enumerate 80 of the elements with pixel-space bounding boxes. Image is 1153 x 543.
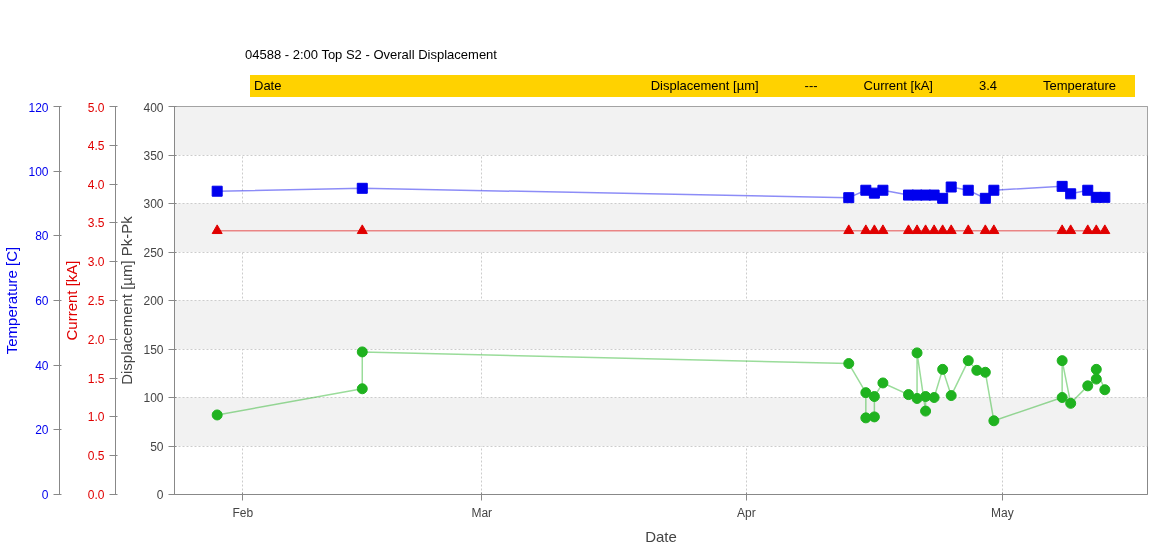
point — [945, 181, 957, 193]
y3-axis-title: Current [kA] — [863, 76, 933, 95]
point — [868, 391, 880, 403]
point — [937, 192, 949, 204]
point — [211, 409, 223, 421]
point — [937, 364, 949, 375]
text: Displacement [µm] — [650, 76, 759, 95]
point — [860, 387, 872, 399]
y-axis-title: Displacement [µm] Pk-Pk — [118, 215, 136, 385]
point — [1065, 397, 1077, 409]
point — [356, 383, 368, 395]
y-tick-label: 300 — [143, 197, 164, 212]
point — [356, 182, 368, 194]
y2-tick-label: 20 — [35, 423, 49, 438]
y3-tick-label: 2.5 — [87, 294, 105, 309]
y-tick-label: 150 — [143, 342, 164, 357]
y-tick-label: 100 — [143, 391, 164, 406]
y2-tick-label: 40 — [35, 358, 49, 373]
point — [1082, 380, 1094, 392]
point — [962, 355, 974, 367]
y3-tick-label: 3.5 — [87, 216, 105, 231]
point — [877, 184, 889, 196]
y3-tick-label: 4.5 — [87, 138, 105, 153]
point — [945, 390, 957, 402]
point — [868, 411, 880, 423]
y3-tick-label: 5.0 — [87, 100, 105, 115]
point — [928, 392, 940, 404]
y3-tick-label: 4.0 — [87, 177, 105, 192]
x-tick-label: Mar — [471, 505, 493, 520]
point — [1090, 364, 1102, 375]
point — [988, 184, 1000, 196]
point — [1065, 188, 1077, 200]
y3-tick-label: 1.5 — [87, 371, 105, 386]
y3-tick-label: 0.0 — [87, 488, 105, 503]
text: --- — [804, 76, 818, 95]
point — [1056, 355, 1068, 367]
text: Current [kA] — [62, 260, 80, 341]
point — [1056, 392, 1068, 404]
point — [1090, 373, 1102, 385]
x-tick-label: Apr — [737, 505, 756, 520]
point — [1082, 184, 1094, 196]
y2-tick-label: 100 — [28, 164, 49, 179]
chart-title: 04588 - 2:00 Top S2 - Overall Displacement — [245, 46, 497, 64]
y3-tick-label: 2.0 — [87, 332, 105, 347]
text: 3.4 — [978, 76, 998, 95]
y-tick-label: 0 — [156, 488, 164, 503]
point — [903, 389, 915, 401]
point — [211, 185, 223, 197]
point — [356, 346, 368, 358]
y-tick-label: 350 — [143, 148, 164, 163]
point — [962, 184, 974, 196]
point — [911, 393, 923, 405]
x-tick-label: Feb — [232, 505, 254, 520]
point — [843, 358, 855, 370]
point — [979, 192, 991, 204]
x-tick-label: May — [991, 505, 1014, 520]
text: Date — [645, 527, 677, 543]
point — [1099, 384, 1111, 396]
y3-tick-label: 1.0 — [87, 410, 105, 425]
y-tick-label: 250 — [143, 245, 164, 260]
point — [920, 405, 932, 417]
y3-tick-label: 0.5 — [87, 449, 105, 464]
y2-tick-label: 120 — [28, 100, 49, 115]
point — [979, 366, 991, 378]
x-axis-title: Date — [254, 76, 282, 95]
y2-axis-title: Temperature [C] — [3, 246, 21, 355]
point — [988, 415, 1000, 427]
y-tick-label: 400 — [143, 100, 164, 115]
y-tick-label: 50 — [150, 439, 164, 454]
point — [877, 377, 889, 389]
point — [1056, 180, 1068, 192]
point — [843, 192, 855, 204]
y-tick-label: 200 — [143, 294, 164, 309]
y2-tick-label: 0 — [41, 488, 49, 503]
y2-tick-label: 60 — [35, 294, 49, 309]
y2-tick-label: 80 — [35, 229, 49, 244]
y3-tick-label: 3.0 — [87, 255, 105, 270]
point — [911, 347, 923, 359]
point — [1099, 191, 1111, 203]
text: Temperature — [1043, 76, 1116, 95]
